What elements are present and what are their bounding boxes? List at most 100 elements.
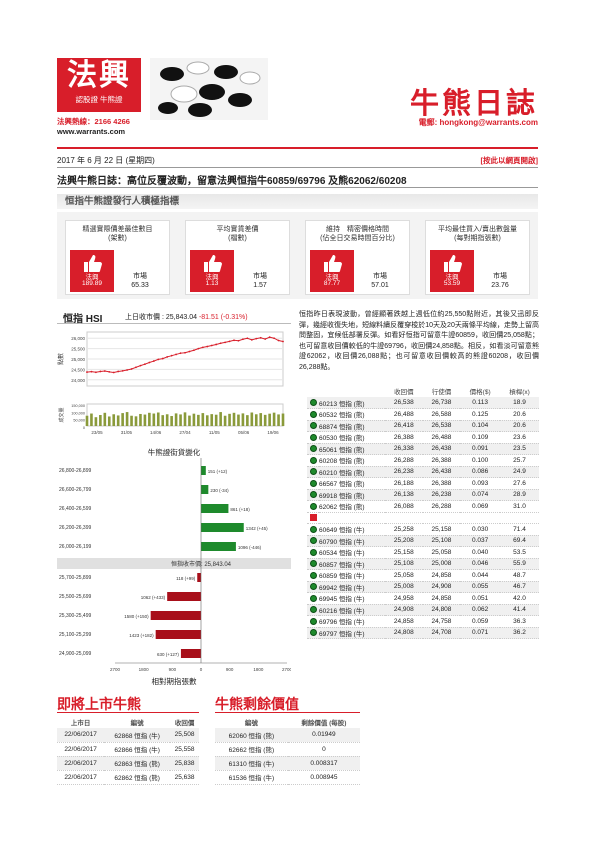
table-row[interactable]: 61536 恒指 (牛) 0.008945 [215, 770, 360, 785]
thumbs-up-icon [84, 255, 102, 272]
cbbc-lev: 48.7 [499, 569, 539, 582]
cbbc-price: 0.040 [460, 546, 500, 559]
table-row[interactable]: 69942 恒指 (牛) 25,008 24,908 0.055 46.7 [307, 581, 539, 593]
hsi-data-point [135, 366, 137, 369]
table-row[interactable]: 68874 恒指 (熊) 26,418 26,538 0.104 20.6 [307, 420, 539, 432]
hsi-data-point [215, 343, 218, 346]
column-header: 收回價 [174, 720, 195, 727]
bull-outstanding-bar [150, 611, 201, 620]
table-row[interactable]: 69945 恒指 (牛) 24,958 24,858 0.051 42.0 [307, 592, 539, 605]
table-row[interactable]: 62062 恒指 (熊) 26,088 26,288 0.069 31.0 [307, 500, 539, 513]
table-row[interactable]: 61310 恒指 (牛) 0.008317 [215, 756, 360, 771]
hsi-data-point [161, 357, 164, 360]
table-row[interactable]: 22/06/2017 62866 恒指 (牛) 25,558 [57, 742, 199, 757]
hsi-data-point [224, 341, 226, 344]
cbbc-price: 0.044 [460, 569, 500, 582]
table-row[interactable]: 69918 恒指 (熊) 26,138 26,238 0.074 28.9 [307, 489, 539, 501]
cbbc-call: 25,158 [385, 546, 423, 559]
divider [215, 712, 360, 713]
bull-outstanding-bar [197, 573, 201, 582]
cbbc-chart-xlabel: 相對期指張數 [151, 677, 197, 686]
hsi-data-point [144, 363, 146, 366]
hsi-data-point [130, 368, 133, 370]
bear-flag-icon [309, 491, 317, 499]
column-header: 剩餘價值 (每股) [301, 720, 347, 727]
table-row[interactable]: 60530 恒指 (熊) 26,388 26,488 0.109 23.6 [307, 431, 539, 444]
hsi-line-chart: 24,000 24,500 25,000 25,500 26,000 點數 150,000 1… [57, 331, 285, 435]
table-row[interactable]: 60857 恒指 (牛) 25,108 25,008 0.046 55.9 [307, 558, 539, 570]
bull-outstanding-bar [167, 592, 201, 601]
bear-outstanding-bar [201, 504, 229, 513]
x-tick-label: 11/05 [209, 430, 220, 435]
bar-data-label: 861 (+18) [230, 507, 250, 512]
x-tick-label: 0 [200, 667, 203, 672]
open-web-link[interactable]: [按此以網頁開啟] [480, 156, 539, 165]
table-row[interactable]: 69797 恒指 (牛) 24,808 24,708 0.071 36.2 [307, 627, 539, 639]
volume-bar [179, 414, 182, 426]
category-label: 24,900-25,099 [59, 651, 91, 657]
volume-tick-label: 50,000 [73, 419, 85, 423]
table-row[interactable]: 60859 恒指 (牛) 25,058 24,858 0.044 48.7 [307, 569, 539, 582]
table-row[interactable]: 60532 恒指 (熊) 26,488 26,588 0.125 20.6 [307, 408, 539, 421]
table-row[interactable]: 60213 恒指 (熊) 26,538 26,738 0.113 18.9 [307, 397, 539, 409]
cbbc-lev: 28.9 [499, 489, 539, 501]
cbbc-price: 0.055 [460, 581, 500, 593]
volume-bar [228, 413, 231, 426]
volume-bar [259, 413, 263, 426]
table-row[interactable]: 60534 恒指 (牛) 25,158 25,058 0.040 53.5 [307, 546, 539, 559]
table-row[interactable]: 62060 恒指 (熊) 0.01949 [215, 728, 360, 743]
table-row[interactable]: 22/06/2017 62868 恒指 (牛) 25,508 [57, 728, 199, 743]
table-row[interactable]: 60216 恒指 (牛) 24,908 24,808 0.062 41.4 [307, 604, 539, 616]
cbbc-price: 0.109 [460, 431, 500, 444]
row-flag-cell [307, 604, 319, 616]
table-row[interactable]: 65061 恒指 (熊) 26,338 26,438 0.091 23.5 [307, 443, 539, 455]
cbbc-lev: 23.6 [499, 431, 539, 444]
table-cell: 0.008945 [287, 770, 360, 785]
hsi-data-point [277, 339, 280, 342]
hsi-data-point [121, 369, 124, 372]
table-row[interactable]: 60210 恒指 (熊) 26,238 26,438 0.086 24.9 [307, 466, 539, 478]
cbbc-strike: 26,388 [422, 454, 461, 467]
table-cell: 0.008317 [287, 756, 360, 771]
hsi-data-point [273, 337, 275, 340]
thumbs-up-badge: 法興 87.77 [310, 250, 354, 292]
sg-label: 法興 [445, 274, 459, 281]
volume-bar [139, 413, 142, 426]
cbbc-call: 26,088 [385, 500, 423, 513]
website-link[interactable]: www.warrants.com [57, 127, 126, 136]
email-link[interactable]: 電郵: hongkong@warrants.com [418, 118, 538, 127]
bar-data-label: 1423 (+182) [129, 633, 154, 638]
table-row[interactable]: 22/06/2017 62863 恒指 (熊) 25,838 [57, 756, 199, 771]
thumbs-up-badge: 法興 189.89 [70, 250, 114, 292]
table-row[interactable]: 60208 恒指 (熊) 26,288 26,388 0.100 25.7 [307, 454, 539, 467]
cbbc-lev: 20.6 [499, 408, 539, 421]
indicators-section-title: 恒指牛熊證發行人積極指標 [57, 194, 538, 209]
logo-subtitle: 認股證 牛熊證 [75, 95, 123, 104]
table-row[interactable]: 66567 恒指 (熊) 26,188 26,388 0.093 27.6 [307, 477, 539, 490]
market-value: 65.33 [131, 282, 149, 289]
cbbc-code: 60530 恒指 (熊) [319, 431, 385, 444]
hsi-data-point [255, 337, 258, 340]
market-value: 1.57 [253, 282, 267, 289]
category-label: 25,700-25,899 [59, 575, 91, 581]
bull-flag-icon [309, 537, 317, 545]
indicators-panel: 精選實際價差最佳數目 (架數) 法興 189.89 市場 65.33 平均實貨差價 (檔數) 法… [57, 212, 538, 299]
table-row[interactable]: 60790 恒指 (牛) 25,208 25,108 0.037 69.4 [307, 535, 539, 547]
volume-bar [192, 413, 196, 426]
cbbc-price: 0.100 [460, 454, 500, 467]
bull-flag-icon [309, 560, 317, 568]
market-label: 市場 [493, 273, 507, 280]
table-row[interactable]: 62662 恒指 (熊) 0 [215, 742, 360, 757]
table-row[interactable]: 22/06/2017 62862 恒指 (熊) 25,638 [57, 770, 199, 785]
cbbc-strike: 24,708 [422, 627, 461, 639]
table-row[interactable]: 69796 恒指 (牛) 24,858 24,758 0.059 36.3 [307, 615, 539, 628]
cbbc-call: 26,388 [385, 431, 423, 444]
hsi-data-point [179, 352, 182, 355]
cbbc-call: 24,958 [385, 592, 423, 605]
residual-table: 編號 剩餘價值 (每股) 62060 恒指 (熊) 0.01949 62662 恒指 … [215, 716, 360, 785]
market-value: 57.01 [371, 282, 389, 289]
x-tick-label: 23/05 [91, 430, 103, 435]
hsi-data-point [250, 338, 253, 341]
table-row[interactable]: 60649 恒指 (牛) 25,258 25,158 0.030 71.4 [307, 523, 539, 536]
cbbc-code: 69918 恒指 (熊) [319, 489, 385, 501]
